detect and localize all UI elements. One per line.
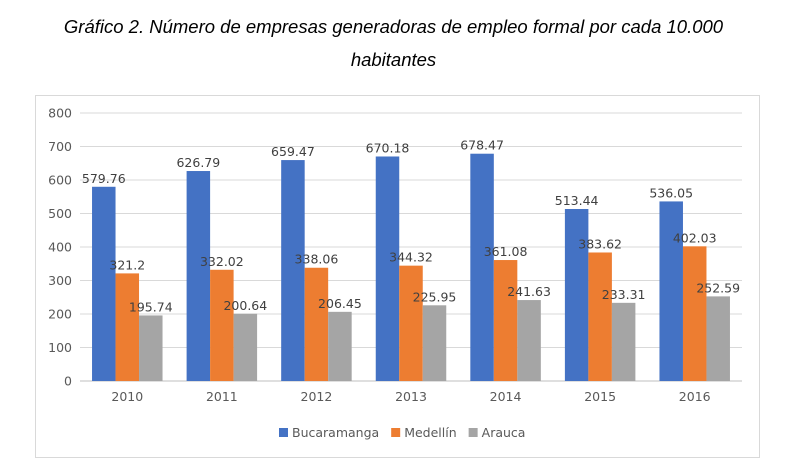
data-label: 332.02 xyxy=(200,254,244,269)
data-label: 338.06 xyxy=(295,252,339,267)
bar-bucaramanga xyxy=(659,201,683,381)
bar-medellín xyxy=(588,252,612,381)
legend-swatch-arauca xyxy=(468,428,478,437)
y-tick-label: 500 xyxy=(48,206,72,221)
bar-arauca xyxy=(706,296,730,381)
data-label: 659.47 xyxy=(271,144,315,159)
y-tick-label: 200 xyxy=(48,307,72,322)
x-tick-label: 2010 xyxy=(111,389,143,404)
legend-swatch-medellín xyxy=(391,428,401,437)
data-label: 678.47 xyxy=(460,138,504,153)
x-tick-label: 2012 xyxy=(301,389,333,404)
data-label: 383.62 xyxy=(578,236,622,251)
bar-bucaramanga xyxy=(186,171,211,381)
bar-bucaramanga xyxy=(564,208,589,381)
y-tick-label: 600 xyxy=(48,173,72,188)
bar-medellín xyxy=(304,267,329,381)
bar-arauca xyxy=(422,305,447,381)
legend-label: Medellín xyxy=(404,425,456,440)
data-label: 626.79 xyxy=(176,155,220,170)
data-label: 195.74 xyxy=(129,299,173,314)
x-tick-label: 2011 xyxy=(206,389,238,404)
data-label: 200.64 xyxy=(223,298,267,313)
x-tick-label: 2014 xyxy=(490,389,522,404)
bar-arauca xyxy=(517,300,541,381)
data-label: 579.76 xyxy=(82,171,126,186)
data-label: 344.32 xyxy=(389,250,433,265)
x-tick-label: 2013 xyxy=(395,389,427,404)
bar-bucaramanga xyxy=(281,160,305,381)
y-tick-label: 800 xyxy=(48,106,72,121)
y-tick-label: 400 xyxy=(48,240,72,255)
y-tick-label: 700 xyxy=(48,139,72,154)
bar-bucaramanga xyxy=(92,186,116,381)
bar-medellín xyxy=(399,265,423,381)
title-line-2: habitantes xyxy=(350,49,437,70)
data-label: 241.63 xyxy=(507,284,551,299)
bar-medellín xyxy=(493,260,518,381)
bar-arauca xyxy=(328,311,352,381)
y-tick-label: 300 xyxy=(48,273,72,288)
legend-label: Bucaramanga xyxy=(292,425,379,440)
data-label: 252.59 xyxy=(696,280,740,295)
x-tick-label: 2016 xyxy=(679,389,711,404)
bar-arauca xyxy=(233,313,258,381)
bar-medellín xyxy=(210,269,234,381)
data-label: 225.95 xyxy=(413,289,457,304)
bar-medellín xyxy=(115,273,140,381)
y-tick-label: 0 xyxy=(64,374,72,389)
data-label: 361.08 xyxy=(484,244,528,259)
bar-bucaramanga xyxy=(375,156,400,381)
chart-frame xyxy=(35,95,760,458)
y-tick-label: 100 xyxy=(48,340,72,355)
x-tick-label: 2015 xyxy=(584,389,616,404)
bar-bucaramanga xyxy=(470,153,494,381)
chart-title: Gráfico 2. Número de empresas generadora… xyxy=(0,10,787,76)
data-label: 402.03 xyxy=(673,230,717,245)
title-line-1: Gráfico 2. Número de empresas generadora… xyxy=(63,16,724,37)
data-label: 536.05 xyxy=(649,185,693,200)
data-label: 206.45 xyxy=(318,296,362,311)
data-label: 670.18 xyxy=(366,140,410,155)
data-label: 513.44 xyxy=(555,193,599,208)
legend-label: Arauca xyxy=(482,425,526,440)
bar-medellín xyxy=(682,246,707,381)
data-label: 233.31 xyxy=(602,287,646,302)
legend-swatch-bucaramanga xyxy=(279,428,288,437)
bar-arauca xyxy=(611,302,636,381)
data-label: 321.2 xyxy=(109,257,145,272)
bar-arauca xyxy=(139,315,163,381)
